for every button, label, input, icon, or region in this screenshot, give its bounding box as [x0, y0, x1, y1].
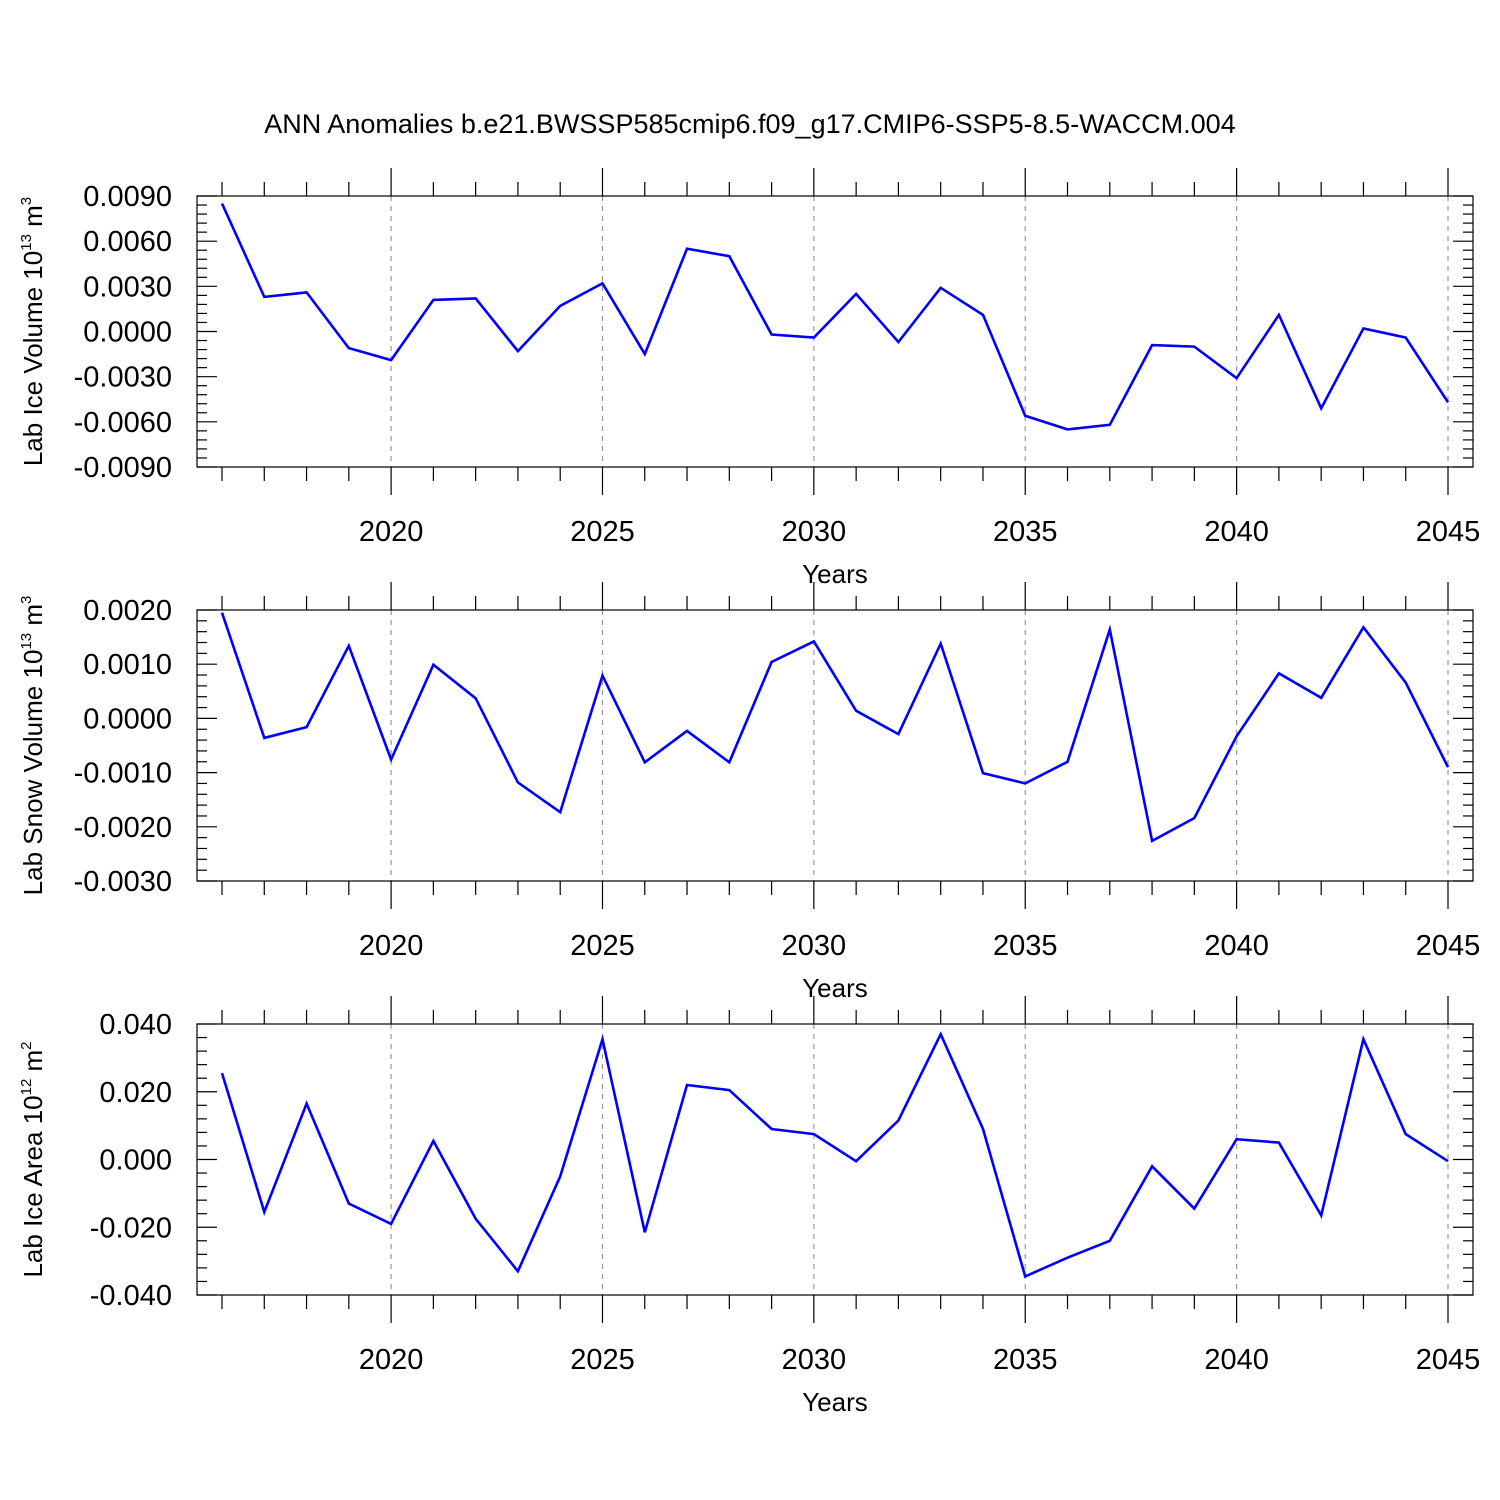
x-tick-label-2040: 2040	[1204, 516, 1269, 548]
x-tick-label-2025: 2025	[570, 1344, 635, 1376]
y-tick-label-0.0090: 0.0090	[83, 181, 172, 213]
x-tick-label-2045: 2045	[1416, 516, 1481, 548]
y-tick-label-0.020: 0.020	[99, 1077, 172, 1109]
y-tick-label-0.0010: 0.0010	[83, 649, 172, 681]
y-axis-label-unit: m	[18, 604, 48, 633]
chart-panel-1: 0.0090 0.0060 0.0030 0.0000 -0.0030 -0.0060 -0…	[18, 168, 1480, 589]
series-line-1	[220, 1031, 1449, 1279]
x-axis-label: Years	[802, 1387, 868, 1417]
x-tick-label-2020: 2020	[359, 1344, 424, 1376]
x-tick-label-2020: 2020	[359, 516, 424, 548]
chart-panel-3: 0.040 0.020 0.000 -0.020 -0.040 2020 2025 2030 2…	[18, 996, 1480, 1417]
x-tick-label-2030: 2030	[782, 516, 847, 548]
plot-frame	[196, 195, 1474, 468]
y-axis-label-unit-exponent: 2	[18, 1041, 35, 1049]
y-tick-label-0.0000: 0.0000	[83, 317, 172, 349]
y-axis-label-main: Lab Ice Area 10	[18, 1095, 48, 1277]
x-tick-label-2025: 2025	[570, 930, 635, 962]
panels: 0.0090 0.0060 0.0030 0.0000 -0.0030 -0.0060 -0…	[18, 168, 1480, 1417]
y-tick-label--0.0030: -0.0030	[74, 866, 172, 898]
y-tick-label-0.040: 0.040	[99, 1009, 172, 1041]
y-axis-label-main: Lab Ice Volume 10	[18, 251, 48, 466]
x-tick-label-2030: 2030	[782, 930, 847, 962]
y-tick-label-0.0000: 0.0000	[83, 703, 172, 735]
y-tick-label--0.0060: -0.0060	[74, 407, 172, 439]
y-axis-label-main: Lab Snow Volume 10	[18, 650, 48, 896]
y-axis-label: Lab Ice Area 1012 m2	[18, 1041, 48, 1277]
x-tick-label-2030: 2030	[782, 1344, 847, 1376]
y-tick-label-0.0060: 0.0060	[83, 226, 172, 258]
chart-panel-2: 0.0020 0.0010 0.0000 -0.0010 -0.0020 -0.0030 2…	[18, 582, 1480, 1003]
y-tick-label-0.0030: 0.0030	[83, 271, 172, 303]
y-tick-label--0.0030: -0.0030	[74, 362, 172, 394]
x-tick-label-2045: 2045	[1416, 1344, 1481, 1376]
x-tick-label-2040: 2040	[1204, 930, 1269, 962]
figure-title: ANN Anomalies b.e21.BWSSP585cmip6.f09_g1…	[264, 109, 1235, 139]
y-axis-label-exponent: 13	[18, 633, 35, 650]
x-tick-label-2020: 2020	[359, 930, 424, 962]
y-tick-label--0.040: -0.040	[90, 1280, 172, 1312]
y-axis-label-exponent: 13	[18, 234, 35, 251]
y-axis-label-exponent: 12	[18, 1079, 35, 1096]
y-axis-label: Lab Ice Volume 1013 m3	[18, 197, 48, 466]
x-tick-label-2045: 2045	[1416, 930, 1481, 962]
y-tick-label--0.0010: -0.0010	[74, 758, 172, 790]
y-axis-label-unit: m	[18, 1050, 48, 1079]
x-tick-label-2025: 2025	[570, 516, 635, 548]
y-tick-label--0.0020: -0.0020	[74, 812, 172, 844]
x-axis-label: Years	[802, 973, 868, 1003]
x-tick-label-2035: 2035	[993, 930, 1058, 962]
plot-frame	[196, 609, 1474, 882]
y-tick-label--0.0090: -0.0090	[74, 452, 172, 484]
y-axis-label-unit-exponent: 3	[18, 596, 35, 604]
plot-frame	[196, 1023, 1474, 1296]
y-tick-label--0.020: -0.020	[90, 1212, 172, 1244]
series-line-1	[220, 612, 1450, 843]
x-tick-label-2040: 2040	[1204, 1344, 1269, 1376]
y-axis-label: Lab Snow Volume 1013 m3	[18, 596, 48, 896]
y-axis-label-unit-exponent: 3	[18, 197, 35, 205]
y-tick-label-0.000: 0.000	[99, 1145, 172, 1177]
y-tick-label-0.0020: 0.0020	[83, 595, 172, 627]
x-axis-label: Years	[802, 559, 868, 589]
y-axis-label-unit: m	[18, 205, 48, 234]
x-tick-label-2035: 2035	[993, 1344, 1058, 1376]
series-line-1	[220, 202, 1450, 431]
x-tick-label-2035: 2035	[993, 516, 1058, 548]
